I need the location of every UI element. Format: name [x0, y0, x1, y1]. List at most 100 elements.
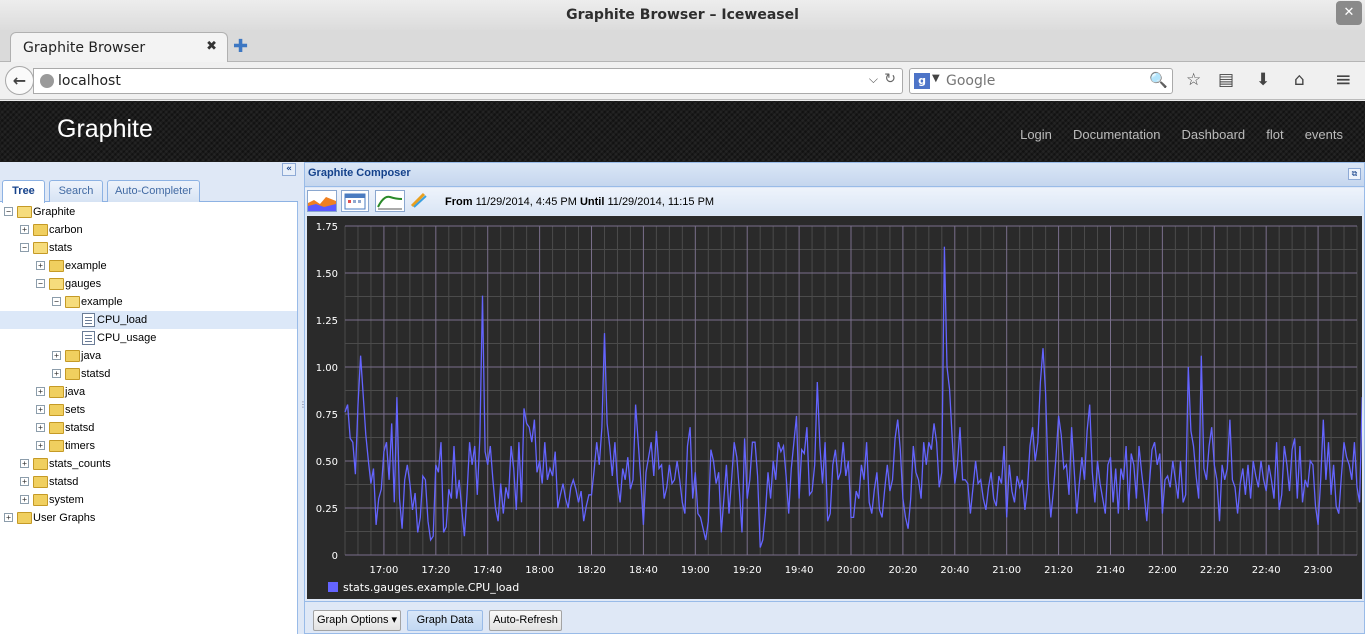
search-input[interactable]	[946, 72, 1146, 90]
tab-close-icon[interactable]: ✖	[206, 39, 217, 54]
tab-auto-completer[interactable]: Auto-Completer	[107, 180, 200, 202]
expand-node-icon[interactable]: +	[36, 423, 45, 432]
folder-icon	[49, 440, 64, 452]
x-tick-label: 21:00	[992, 565, 1021, 576]
tree-node-label: Graphite	[33, 206, 76, 218]
until-value: 11/29/2014, 11:15 PM	[607, 196, 715, 208]
x-tick-label: 21:20	[1044, 565, 1073, 576]
tree-node-label: statsd	[81, 368, 111, 380]
folder-open-icon	[33, 242, 48, 254]
select-date-range-icon[interactable]	[341, 190, 369, 212]
splitter-grip-icon[interactable]: ⋮	[299, 400, 307, 409]
back-arrow-icon[interactable]: ←	[5, 66, 34, 95]
url-bar[interactable]: localhost ⌵ ↻	[33, 68, 903, 94]
browser-tab[interactable]: Graphite Browser ✖	[10, 32, 228, 62]
window-close-icon[interactable]: ✕	[1336, 1, 1362, 25]
tree-node-label: example	[65, 260, 107, 272]
menu-icon[interactable]: ≡	[1335, 67, 1352, 91]
tree-node[interactable]: + timers	[0, 437, 297, 455]
search-engine-icon[interactable]: g	[914, 73, 930, 89]
panel-splitter[interactable]: ⋮	[298, 162, 307, 634]
x-tick-label: 19:00	[681, 565, 710, 576]
tree-node[interactable]: − example	[0, 293, 297, 311]
expand-node-icon[interactable]: +	[20, 495, 29, 504]
nav-flot-link[interactable]: flot	[1266, 127, 1284, 142]
bookmarks-list-icon[interactable]: ▤	[1218, 70, 1235, 90]
new-tab-icon[interactable]: ✚	[233, 36, 249, 57]
folder-icon	[33, 494, 48, 506]
collapse-panel-icon[interactable]: «	[282, 163, 296, 176]
graph-options-button[interactable]: Graph Options ▾	[313, 610, 401, 631]
x-tick-label: 23:00	[1304, 565, 1333, 576]
recent-data-icon[interactable]	[375, 190, 405, 212]
restore-window-icon[interactable]: ⧉	[1348, 168, 1361, 180]
graph-image[interactable]: 0 0.25 0.50 0.75 1.00 1.25 1.50 1.75 17:00 17:20 1…	[307, 216, 1362, 599]
tree-node[interactable]: + statsd	[0, 419, 297, 437]
expand-node-icon[interactable]: +	[36, 387, 45, 396]
tree-node[interactable]: + java	[0, 347, 297, 365]
tree-node[interactable]: + User Graphs	[0, 509, 297, 527]
nav-documentation-link[interactable]: Documentation	[1073, 127, 1161, 142]
tree-node[interactable]: + carbon	[0, 221, 297, 239]
tab-search[interactable]: Search	[49, 180, 103, 202]
tree-node[interactable]: + statsd	[0, 365, 297, 383]
nav-dashboard-link[interactable]: Dashboard	[1181, 127, 1246, 142]
tree-node[interactable]: − stats	[0, 239, 297, 257]
collapse-node-icon[interactable]: −	[20, 243, 29, 252]
nav-login-link[interactable]: Login	[1020, 127, 1052, 142]
collapse-node-icon[interactable]: −	[36, 279, 45, 288]
y-tick-label: 0	[332, 551, 338, 562]
tree-node[interactable]: + statsd	[0, 473, 297, 491]
search-engine-dropdown-icon[interactable]: ▼	[932, 73, 940, 84]
browser-tab-title: Graphite Browser	[23, 40, 146, 56]
tree-node[interactable]: + stats_counts	[0, 455, 297, 473]
until-label: Until	[579, 196, 605, 208]
tree-node[interactable]: + system	[0, 491, 297, 509]
collapse-node-icon[interactable]: −	[52, 297, 61, 306]
series-line	[344, 246, 1362, 548]
expand-node-icon[interactable]: +	[36, 441, 45, 450]
expand-node-icon[interactable]: +	[52, 369, 61, 378]
update-graph-icon[interactable]	[409, 190, 429, 212]
dashboard-graph-icon[interactable]	[307, 190, 337, 212]
from-label: From	[445, 196, 473, 208]
tree-node[interactable]: + sets	[0, 401, 297, 419]
expand-node-icon[interactable]: +	[20, 477, 29, 486]
nav-events-link[interactable]: events	[1304, 127, 1343, 142]
site-identity-icon[interactable]	[40, 74, 54, 88]
tree-node-label: User Graphs	[33, 512, 96, 524]
search-bar[interactable]: g ▼ 🔍	[909, 68, 1173, 94]
graphite-brand[interactable]: Graphite	[57, 115, 153, 143]
search-icon[interactable]: 🔍	[1149, 71, 1168, 89]
graph-data-button[interactable]: Graph Data	[407, 610, 483, 631]
x-tick-label: 22:40	[1252, 565, 1281, 576]
tree-node[interactable]: + java	[0, 383, 297, 401]
tree-node[interactable]: + example	[0, 257, 297, 275]
tree-node[interactable]: CPU_load	[0, 311, 297, 329]
expand-node-icon[interactable]: +	[4, 513, 13, 522]
url-history-dropdown-icon[interactable]: ⌵	[868, 72, 878, 86]
expand-node-icon[interactable]: +	[20, 225, 29, 234]
tree-node[interactable]: CPU_usage	[0, 329, 297, 347]
x-tick-label: 20:00	[837, 565, 866, 576]
expand-node-icon[interactable]: +	[52, 351, 61, 360]
tree-node[interactable]: − Graphite	[0, 203, 297, 221]
tab-tree[interactable]: Tree	[2, 180, 45, 203]
auto-refresh-button[interactable]: Auto-Refresh	[489, 610, 562, 631]
collapse-node-icon[interactable]: −	[4, 207, 13, 216]
reload-icon[interactable]: ↻	[884, 71, 896, 87]
chart-background	[307, 216, 1362, 599]
tree-node[interactable]: − gauges	[0, 275, 297, 293]
x-tick-label: 20:40	[940, 565, 969, 576]
expand-node-icon[interactable]: +	[36, 405, 45, 414]
tree-node-label: system	[49, 494, 84, 506]
bookmark-star-icon[interactable]: ☆	[1186, 70, 1202, 90]
x-tick-label: 17:00	[370, 565, 399, 576]
x-tick-label: 17:40	[473, 565, 502, 576]
tree-node-label: gauges	[65, 278, 102, 290]
url-text[interactable]: localhost	[58, 73, 121, 89]
expand-node-icon[interactable]: +	[36, 261, 45, 270]
downloads-icon[interactable]: ⬇	[1256, 70, 1271, 90]
expand-node-icon[interactable]: +	[20, 459, 29, 468]
home-icon[interactable]: ⌂	[1294, 70, 1305, 90]
